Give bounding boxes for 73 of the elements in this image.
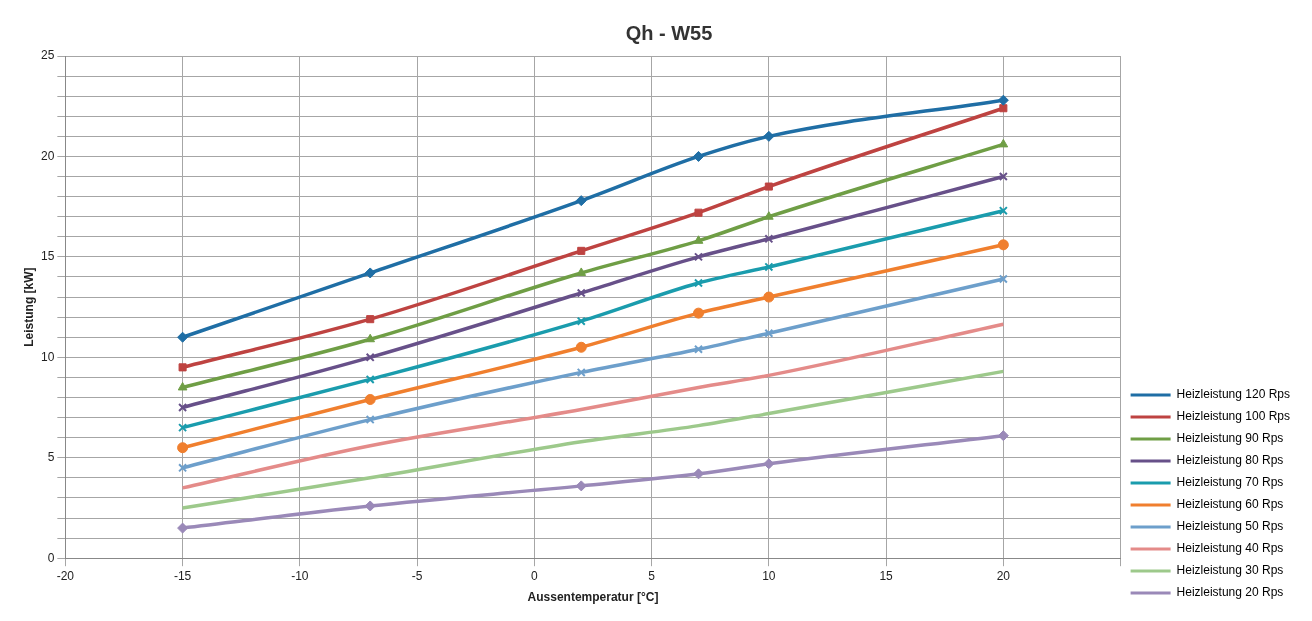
legend-label: Heizleistung 100 Rps xyxy=(1176,409,1291,424)
x-tick-label: 10 xyxy=(762,568,776,583)
point xyxy=(365,333,376,343)
point xyxy=(999,104,1008,113)
line-series xyxy=(180,322,1006,490)
point xyxy=(365,374,375,384)
chart-title: Qh - W55 xyxy=(625,21,713,44)
point xyxy=(364,267,376,279)
line-series xyxy=(180,369,1006,510)
point xyxy=(178,363,187,372)
point xyxy=(998,138,1009,148)
point xyxy=(576,316,586,326)
y-tick-label: 25 xyxy=(40,48,55,63)
point xyxy=(178,463,188,473)
point xyxy=(575,341,587,353)
point xyxy=(763,291,775,303)
y-tick-label: 0 xyxy=(47,550,55,565)
point xyxy=(178,403,188,413)
y-tick-label: 5 xyxy=(47,450,55,465)
point xyxy=(177,442,189,454)
point xyxy=(764,328,774,338)
point xyxy=(693,235,704,244)
legend-label: Heizleistung 90 Rps xyxy=(1176,431,1284,446)
legend-label: Heizleistung 30 Rps xyxy=(1176,563,1284,578)
point xyxy=(763,130,775,142)
point xyxy=(693,468,704,480)
point xyxy=(694,208,703,217)
x-tick-label: 20 xyxy=(996,568,1011,583)
point xyxy=(693,307,704,319)
point xyxy=(365,415,375,425)
legend-label: Heizleistung 40 Rps xyxy=(1176,541,1284,556)
point xyxy=(693,252,704,262)
point xyxy=(576,288,586,298)
point xyxy=(364,394,376,406)
point xyxy=(366,315,375,324)
point xyxy=(576,267,587,276)
point xyxy=(998,274,1008,284)
point xyxy=(764,211,774,220)
legend-label: Heizleistung 120 Rps xyxy=(1176,387,1291,402)
point xyxy=(365,352,375,362)
point xyxy=(178,423,188,433)
x-tick-label: -15 xyxy=(173,568,192,583)
legend-label: Heizleistung 60 Rps xyxy=(1176,497,1284,512)
point xyxy=(177,381,188,391)
point xyxy=(177,331,189,343)
y-tick-label: 20 xyxy=(40,148,55,163)
point xyxy=(998,171,1008,182)
point xyxy=(764,182,773,191)
x-tick-label: -20 xyxy=(56,568,75,583)
point xyxy=(997,239,1009,251)
x-tick-label: -5 xyxy=(411,568,423,583)
point xyxy=(577,246,586,255)
y-axis-title: Leistung [kW] xyxy=(21,267,36,347)
y-tick-label: 15 xyxy=(40,249,55,264)
x-tick-label: 15 xyxy=(879,568,894,583)
point xyxy=(575,195,587,207)
legend-label: Heizleistung 50 Rps xyxy=(1176,519,1284,534)
legend-label: Heizleistung 70 Rps xyxy=(1176,475,1284,490)
point xyxy=(997,94,1009,106)
x-tick-label: -10 xyxy=(291,568,309,583)
x-tick-label: 0 xyxy=(531,568,539,583)
point xyxy=(576,367,586,377)
legend-label: Heizleistung 20 Rps xyxy=(1176,585,1284,600)
point xyxy=(764,234,774,244)
point xyxy=(693,150,704,162)
point xyxy=(693,344,704,354)
x-tick-label: 5 xyxy=(648,568,656,583)
legend-label: Heizleistung 80 Rps xyxy=(1176,453,1284,468)
x-axis-title: Aussentemperatur [°C] xyxy=(527,590,659,605)
point xyxy=(764,262,774,272)
point xyxy=(693,278,704,288)
point xyxy=(998,206,1008,216)
y-tick-label: 10 xyxy=(40,349,55,364)
